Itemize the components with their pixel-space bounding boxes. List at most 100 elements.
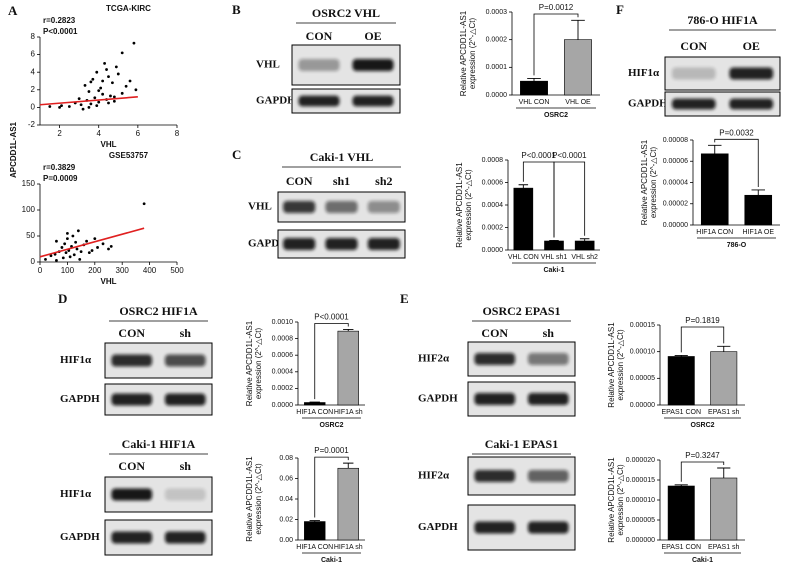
lane-label: OE [743,39,760,53]
y-tick-label: 50 [26,231,35,240]
y-tick-label: 0.0000 [482,247,504,254]
lane-label: CON [680,39,707,53]
point [112,95,116,99]
y-tick-label: 0.00006 [663,158,688,165]
x-tick-label: VHL CON [508,254,539,261]
point [134,88,138,92]
panel-label: D [58,291,67,306]
x-tick-label: 500 [170,266,184,275]
p-value: P<0.0001 [314,313,349,322]
point [89,80,93,84]
point [64,251,68,255]
p-value: P=0.0012 [539,3,574,12]
error-bar [309,520,320,522]
error-bar [527,77,541,82]
band [283,238,316,250]
lane-label: sh1 [333,174,350,188]
point [105,68,108,71]
bar [667,356,695,406]
point [112,99,116,103]
group-label: OSRC2 [690,422,714,429]
group-label: 786-O [727,242,747,249]
point [85,239,88,243]
band [527,470,569,482]
point [58,106,61,109]
lane-label: sh [180,326,192,340]
significance-bracket [314,323,349,400]
row-label: GAPDH [256,95,296,107]
row-label: GAPDH [628,98,668,110]
y-tick-label: 0.000005 [626,517,655,524]
point [93,96,97,100]
y-tick-label: 0.00015 [630,322,655,329]
point [66,232,69,235]
point [79,250,83,254]
bar [337,467,359,541]
point [83,84,87,87]
point [109,94,112,98]
band [474,353,516,365]
point [96,246,99,249]
y-tick-label: 0.0008 [482,157,504,164]
y-tick-label: 0.00004 [663,179,688,186]
y-tick-label: 0.000020 [626,457,655,464]
point [91,77,95,81]
significance-bracket [314,456,349,518]
x-tick-label: 2 [57,129,62,138]
y-tick-label: 0.00008 [663,137,688,144]
lane-label: sh [180,459,192,473]
p-value: P=0.0001 [314,446,349,455]
x-tick-label: 200 [88,266,102,275]
point [61,256,65,260]
point [128,79,132,83]
y-tick-label: 0.000015 [626,477,655,484]
row-label: VHL [256,59,280,71]
band [298,95,340,107]
panel-label: B [232,2,241,17]
point [74,240,78,244]
band [164,488,206,501]
error-bar [751,189,765,196]
p-value: P<0.0001 [552,151,587,160]
band [298,59,340,71]
point [63,242,67,246]
group-label: OSRC2 [319,422,343,429]
band [164,393,206,406]
row-label: HIF1α [628,67,660,79]
y-tick-label: 0.0000 [486,92,508,99]
bar [513,187,534,251]
y-axis-label: expression (2^-△Ct) [616,329,625,401]
y-tick-label: 0.00010 [630,349,655,356]
point [70,245,73,248]
significance-bracket [714,138,759,187]
band [325,201,358,213]
p-value: P<0.0001 [521,151,556,160]
row-label: GAPDH [60,531,100,543]
band [111,531,153,544]
panel-label: A [8,3,18,18]
error-bar [674,484,688,486]
y-tick-label: 0 [31,257,36,266]
point [95,70,99,74]
stat-annotation: r=0.3829 [43,163,76,172]
blot-title: Caki-1 HIF1A [122,437,196,451]
x-tick-label: HIF1A CON [296,544,333,551]
blot-title: Caki-1 EPAS1 [485,437,558,451]
point [97,100,101,104]
y-tick-label: 0.0001 [486,64,508,71]
x-tick-label: HIF1A CON [296,409,333,416]
p-value: P=0.0032 [719,128,754,137]
point [90,249,94,252]
point [49,254,53,258]
error-bar [571,19,585,40]
blot-title: OSRC2 VHL [312,6,380,20]
point [107,101,110,105]
blot-title: Caki-1 VHL [310,150,373,164]
point [99,86,103,90]
lane-label: CON [286,174,313,188]
x-axis-label: VHL [101,277,117,286]
chart-title: TCGA-KIRC [106,4,151,13]
error-bar [708,144,722,154]
point [60,104,63,108]
y-axis-label: Relative APCDD1L-AS1 [455,162,464,248]
